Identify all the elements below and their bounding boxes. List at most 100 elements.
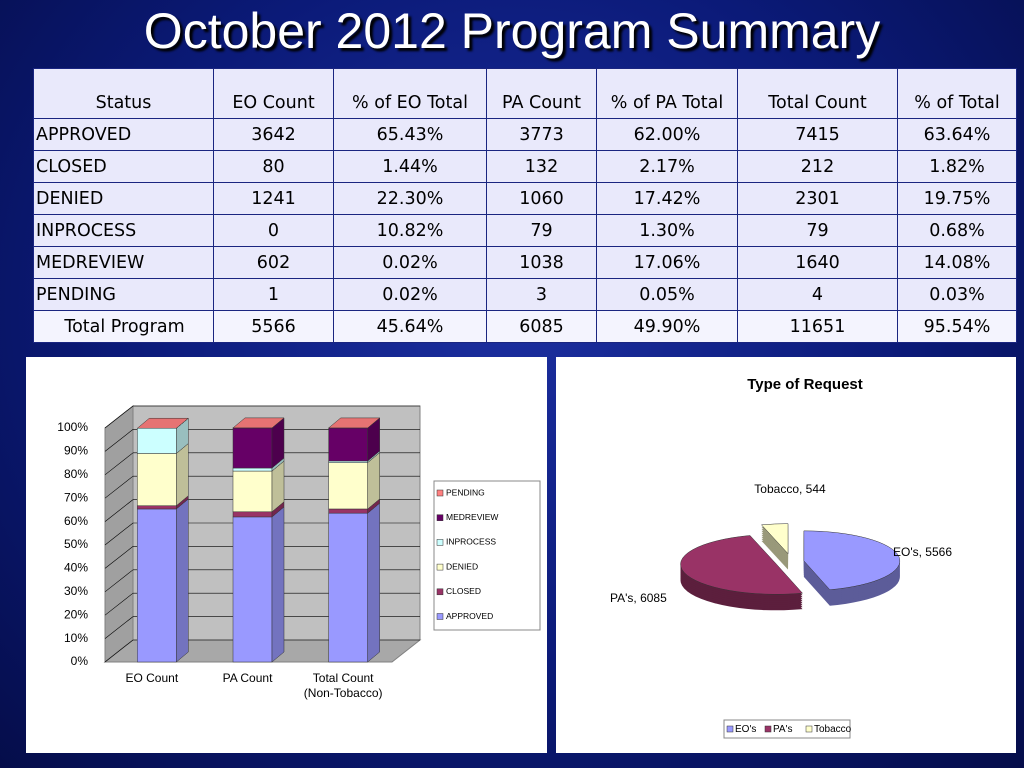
table-cell: 3 — [486, 278, 597, 311]
table-cell: 3642 — [213, 118, 334, 151]
y-tick-label: 80% — [64, 467, 88, 481]
table-row: INPROCESS 0 10.82% 79 1.30% 79 0.68% — [33, 214, 1017, 247]
y-tick-label: 20% — [64, 607, 88, 621]
legend-label: PENDING — [446, 487, 485, 497]
legend-swatch — [436, 489, 444, 497]
bar-segment — [328, 512, 368, 663]
bar-segment — [328, 462, 368, 510]
legend-swatch — [436, 588, 444, 596]
table-cell: 7415 — [737, 118, 898, 151]
grid-line — [104, 616, 134, 639]
legend-label: CLOSED — [446, 586, 481, 596]
table-cell: 1.44% — [333, 150, 487, 183]
table-cell: % of PA Total — [596, 68, 738, 119]
table-cell: 132 — [486, 150, 597, 183]
y-tick-label: 90% — [64, 444, 88, 458]
x-tick-label: EO Count — [125, 671, 179, 685]
grid-line — [104, 522, 134, 546]
data-label: PA's, 6085 — [610, 591, 667, 605]
slice — [680, 535, 804, 595]
table-cell: 79 — [737, 214, 898, 247]
legend-label: Tobacco — [814, 724, 852, 735]
table-cell: 2.17% — [596, 150, 738, 183]
bar-segment — [137, 505, 177, 510]
table-cell: 0.02% — [333, 278, 487, 311]
legend-label: APPROVED — [446, 611, 493, 621]
y-tick-label: 0% — [71, 654, 89, 668]
bar-segment-side — [176, 498, 189, 663]
bar-segment — [137, 427, 177, 454]
grid-line — [104, 429, 134, 452]
table-cell: EO Count — [213, 68, 334, 119]
y-tick-label: 60% — [64, 514, 88, 528]
bar-segment-top — [136, 417, 190, 429]
bar-segment — [232, 511, 273, 518]
table-cell: PA Count — [486, 68, 597, 119]
y-tick-label: 70% — [64, 490, 88, 504]
bar-segment — [328, 508, 368, 514]
table-cell: 6085 — [486, 310, 597, 343]
legend-box — [723, 719, 851, 739]
y-tick-label: 100% — [57, 420, 88, 434]
table-row: Status EO Count% of EO Total PA Count% of … — [33, 68, 1017, 119]
bar-segment — [232, 470, 273, 513]
y-tick-label: 30% — [64, 584, 88, 598]
legend-label: MEDREVIEW — [446, 512, 498, 522]
table-cell: 1038 — [486, 246, 597, 279]
grid-line — [104, 569, 134, 593]
table-cell: 5566 — [213, 310, 334, 343]
x-tick-label: Total Count (Non-Tobacco) — [303, 671, 383, 700]
grid-line — [104, 405, 134, 429]
summary-table: Status EO Count% of EO Total PA Count% of … — [33, 68, 1017, 343]
bar-segment-side — [176, 442, 189, 507]
table-cell: % of EO Total — [333, 68, 487, 119]
table-cell: 10.82% — [333, 214, 487, 247]
table-cell: 1060 — [486, 182, 597, 215]
table-cell: APPROVED — [33, 118, 214, 151]
table-cell: 80 — [213, 150, 334, 183]
table-cell: MEDREVIEW — [33, 246, 214, 279]
table-cell: 602 — [213, 246, 334, 279]
bar-segment-top — [232, 417, 285, 429]
bar-segment-top — [327, 417, 381, 429]
slide-title: October 2012 Program Summary — [143, 3, 881, 59]
table-cell: 0.03% — [897, 278, 1017, 311]
table-cell: 49.90% — [596, 310, 738, 343]
legend-swatch — [436, 563, 444, 571]
legend-label: DENIED — [446, 561, 478, 571]
bar-segment-side — [271, 506, 285, 663]
legend-label: PA's — [773, 724, 793, 735]
table-cell: 63.64% — [897, 118, 1017, 151]
legend-swatch — [436, 539, 444, 546]
table-cell: 11651 — [737, 310, 898, 343]
bar-segment — [232, 516, 273, 663]
bar-segment — [232, 427, 273, 469]
legend-swatch — [436, 514, 444, 521]
slice — [803, 530, 901, 590]
bar-segment — [137, 508, 177, 663]
chart-title: Type of Request — [747, 376, 863, 393]
data-label: Tobacco, 544 — [754, 482, 826, 496]
table-cell: 14.08% — [897, 246, 1017, 279]
legend-label: EO's — [735, 724, 756, 735]
grid-line — [104, 639, 134, 663]
table-cell: 4 — [737, 278, 898, 311]
grid-line — [104, 475, 134, 499]
bar-segment — [232, 467, 273, 472]
table-cell: % of Total — [897, 68, 1017, 119]
table-cell: 1.82% — [897, 150, 1017, 183]
table-cell: 1 — [213, 278, 334, 311]
y-tick-label: 10% — [64, 631, 88, 645]
table-cell: 0 — [213, 214, 334, 247]
x-tick-label: PA Count — [222, 671, 273, 685]
bar-segment — [328, 427, 368, 462]
legend-box — [433, 480, 541, 631]
table-cell: 65.43% — [333, 118, 487, 151]
grid-line — [104, 592, 134, 616]
grid-line — [104, 546, 134, 569]
table-cell: Total Program — [33, 310, 214, 343]
table-cell: Status — [33, 68, 214, 119]
table-cell: 79 — [486, 214, 597, 247]
